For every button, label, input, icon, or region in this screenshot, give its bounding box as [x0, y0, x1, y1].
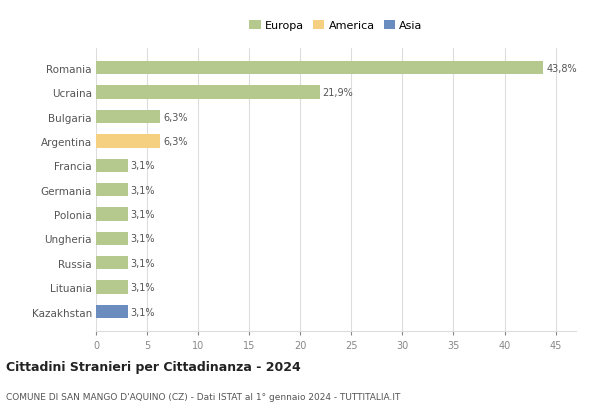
Bar — [96, 281, 128, 294]
Text: 3,1%: 3,1% — [131, 209, 155, 220]
Bar — [96, 184, 128, 197]
Text: 3,1%: 3,1% — [131, 161, 155, 171]
Bar — [96, 256, 128, 270]
Bar — [96, 159, 128, 173]
Text: 6,3%: 6,3% — [163, 112, 188, 122]
Text: 3,1%: 3,1% — [131, 185, 155, 195]
Bar — [96, 135, 160, 148]
Text: Cittadini Stranieri per Cittadinanza - 2024: Cittadini Stranieri per Cittadinanza - 2… — [6, 360, 301, 373]
Text: 3,1%: 3,1% — [131, 258, 155, 268]
Bar — [96, 62, 544, 75]
Text: 3,1%: 3,1% — [131, 307, 155, 317]
Text: 43,8%: 43,8% — [547, 64, 577, 74]
Bar — [96, 305, 128, 319]
Bar — [96, 232, 128, 245]
Text: 21,9%: 21,9% — [323, 88, 353, 98]
Legend: Europa, America, Asia: Europa, America, Asia — [250, 21, 422, 31]
Text: 6,3%: 6,3% — [163, 137, 188, 146]
Text: 3,1%: 3,1% — [131, 283, 155, 292]
Text: 3,1%: 3,1% — [131, 234, 155, 244]
Bar — [96, 208, 128, 221]
Bar — [96, 86, 320, 100]
Bar — [96, 110, 160, 124]
Text: COMUNE DI SAN MANGO D'AQUINO (CZ) - Dati ISTAT al 1° gennaio 2024 - TUTTITALIA.I: COMUNE DI SAN MANGO D'AQUINO (CZ) - Dati… — [6, 392, 400, 401]
